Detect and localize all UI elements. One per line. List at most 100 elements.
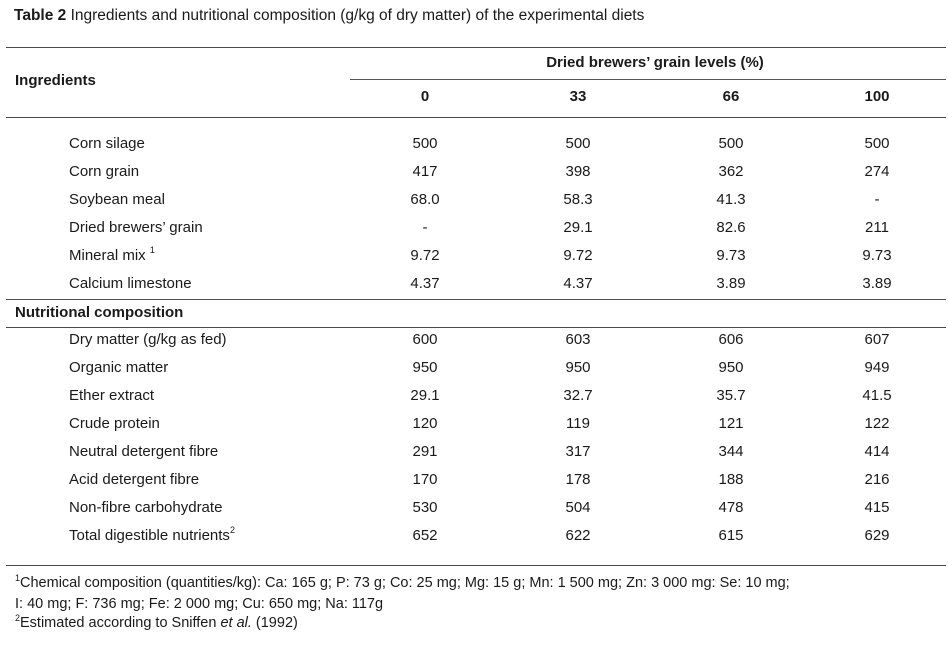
nutritional-header: Nutritional composition xyxy=(15,304,184,321)
nutrient-row-name: Crude protein xyxy=(69,415,160,432)
nutrient-row-label: Organic matter xyxy=(69,359,168,376)
nutrient-cell: 415 xyxy=(864,499,890,516)
nutrient-row-name: Dry matter (g/kg as fed) xyxy=(69,331,227,348)
nutrient-cell: 615 xyxy=(718,527,744,544)
levels-group-header: Dried brewers’ grain levels (%) xyxy=(546,54,764,71)
ingredient-cell: 274 xyxy=(864,163,890,180)
ingredient-row-name: Corn silage xyxy=(69,135,145,152)
nutrient-cell: 188 xyxy=(718,471,744,488)
ingredient-cell: 211 xyxy=(865,219,889,236)
nutrient-cell: 291 xyxy=(412,443,438,460)
ingredient-cell: 398 xyxy=(565,163,591,180)
nutrient-cell: 32.7 xyxy=(563,387,593,404)
level-header-66: 66 xyxy=(722,88,740,105)
nutrient-cell: 121 xyxy=(718,415,744,432)
nutrient-row-name: Ether extract xyxy=(69,387,155,404)
nutrient-row-name: Organic matter xyxy=(69,359,169,376)
nutrient-row-footnote-mark: 2 xyxy=(229,525,235,535)
ingredient-row-label: Corn grain xyxy=(69,163,139,180)
ingredient-row-name: Corn grain xyxy=(69,163,140,180)
ingredient-cell: 29.1 xyxy=(563,219,593,236)
bottom-rule xyxy=(6,565,946,566)
nutrient-cell: 119 xyxy=(566,415,590,432)
nutrient-cell: 950 xyxy=(718,359,744,376)
ingredient-cell: 9.73 xyxy=(862,247,892,264)
nutrient-cell: 504 xyxy=(565,499,591,516)
ingredient-row-label: Soybean meal xyxy=(69,191,165,208)
level-header-100: 100 xyxy=(864,88,890,105)
nutrient-cell: 949 xyxy=(864,359,890,376)
ingredient-row-label: Corn silage xyxy=(69,135,145,152)
footnote-2: 2Estimated according to Sniffen et al. (… xyxy=(15,613,298,631)
nutrient-cell: 216 xyxy=(864,471,890,488)
ingredient-row-label: Calcium limestone xyxy=(69,275,192,292)
nutrient-row-name: Neutral detergent fibre xyxy=(69,443,219,460)
ingredient-cell: 4.37 xyxy=(563,275,593,292)
nutrient-cell: 950 xyxy=(565,359,591,376)
nutrient-cell: 606 xyxy=(718,331,744,348)
nutrient-cell: 603 xyxy=(565,331,591,348)
nutritional-header-rule xyxy=(6,327,946,328)
nutrient-row-label: Neutral detergent fibre xyxy=(69,443,218,460)
nutrient-row-name: Non-fibre carbohydrate xyxy=(69,499,223,516)
footnote-2-mark: 2 xyxy=(15,613,21,623)
nutrient-cell: 622 xyxy=(565,527,591,544)
level-header-33: 33 xyxy=(569,88,587,105)
table-title: Table 2 Ingredients and nutritional comp… xyxy=(14,7,644,25)
nutrient-cell: 120 xyxy=(412,415,438,432)
ingredient-cell: 68.0 xyxy=(410,191,440,208)
ingredients-header: Ingredients xyxy=(15,72,96,89)
footnote-1-mark: 1 xyxy=(15,573,21,583)
section-rule xyxy=(6,299,946,300)
ingredient-cell: - xyxy=(874,191,880,208)
level-header-0: 0 xyxy=(420,88,430,105)
nutrient-cell: 122 xyxy=(864,415,890,432)
nutrient-cell: 35.7 xyxy=(716,387,746,404)
nutrient-cell: 178 xyxy=(565,471,591,488)
ingredient-row-name: Mineral mix xyxy=(69,247,150,264)
nutrient-cell: 317 xyxy=(565,443,591,460)
header-rule xyxy=(6,117,946,118)
ingredient-row-label: Dried brewers’ grain xyxy=(69,219,203,236)
nutrient-cell: 344 xyxy=(718,443,744,460)
footnote-1-line1: Chemical composition (quantities/kg): Ca… xyxy=(20,575,790,591)
nutrient-cell: 41.5 xyxy=(862,387,892,404)
footnote-1-continued: I: 40 mg; F: 736 mg; Fe: 2 000 mg; Cu: 6… xyxy=(15,596,384,612)
nutrient-row-label: Ether extract xyxy=(69,387,154,404)
top-rule xyxy=(6,47,946,48)
ingredient-cell: 9.73 xyxy=(716,247,746,264)
nutrient-row-label: Acid detergent fibre xyxy=(69,471,199,488)
ingredient-row-name: Calcium limestone xyxy=(69,275,192,292)
nutrient-row-label: Crude protein xyxy=(69,415,160,432)
nutrient-row-label: Total digestible nutrients2 xyxy=(69,525,235,544)
group-rule xyxy=(350,79,946,80)
ingredient-row-label: Mineral mix 1 xyxy=(69,245,155,264)
ingredient-cell: 500 xyxy=(718,135,744,152)
nutrient-row-name: Acid detergent fibre xyxy=(69,471,200,488)
ingredient-cell: 500 xyxy=(412,135,438,152)
ingredient-cell: 9.72 xyxy=(563,247,593,264)
table-label: Table 2 xyxy=(14,7,67,24)
ingredient-cell: 3.89 xyxy=(716,275,746,292)
nutrient-cell: 530 xyxy=(412,499,438,516)
ingredient-cell: 4.37 xyxy=(410,275,440,292)
footnote-1: 1Chemical composition (quantities/kg): C… xyxy=(15,573,790,591)
ingredient-cell: 417 xyxy=(412,163,438,180)
nutrient-cell: 629 xyxy=(864,527,890,544)
ingredient-cell: 500 xyxy=(864,135,890,152)
ingredient-cell: 82.6 xyxy=(716,219,746,236)
nutrient-cell: 478 xyxy=(718,499,744,516)
footnote-2-text: Estimated according to Sniffen xyxy=(20,615,221,631)
ingredient-cell: 41.3 xyxy=(716,191,746,208)
nutrient-cell: 607 xyxy=(864,331,890,348)
nutrient-cell: 652 xyxy=(412,527,438,544)
nutrient-cell: 600 xyxy=(412,331,438,348)
nutrient-row-label: Non-fibre carbohydrate xyxy=(69,499,222,516)
nutrient-cell: 414 xyxy=(864,443,890,460)
nutrient-row-label: Dry matter (g/kg as fed) xyxy=(69,331,227,348)
ingredient-cell: 500 xyxy=(565,135,591,152)
nutrient-cell: 170 xyxy=(412,471,438,488)
footnote-2-year: (1992) xyxy=(251,615,298,631)
ingredient-cell: 362 xyxy=(718,163,744,180)
ingredient-row-footnote-mark: 1 xyxy=(149,245,155,255)
